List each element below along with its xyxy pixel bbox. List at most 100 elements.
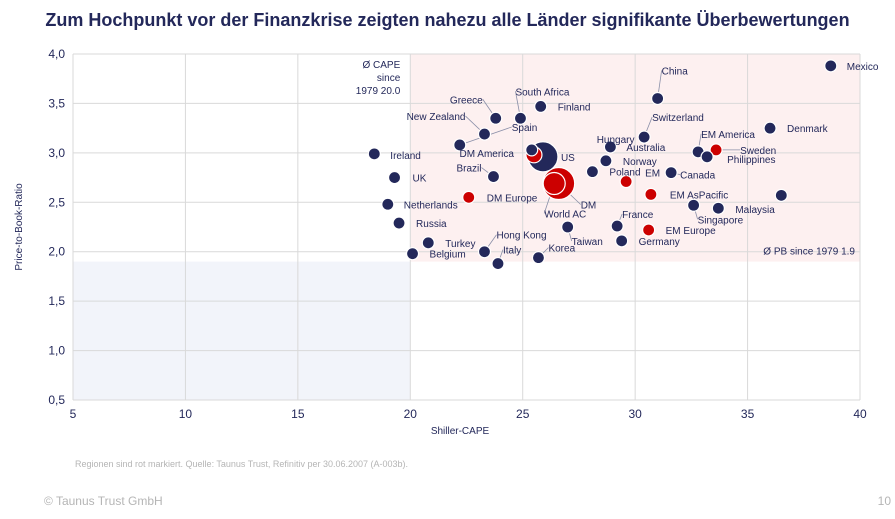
y-tick-label: 2,5: [48, 195, 65, 209]
x-tick-label: 35: [741, 407, 755, 421]
point-greece: [489, 111, 503, 125]
point-france: [610, 219, 624, 233]
point-label: Greece: [450, 95, 483, 106]
point-label: Spain: [512, 123, 538, 134]
y-tick-label: 0,5: [48, 393, 65, 407]
point-hungary: [525, 143, 539, 157]
x-axis-label: Shiller-CAPE: [431, 426, 490, 437]
point-uk: [387, 170, 402, 185]
y-tick-label: 3,5: [48, 96, 65, 110]
point-label: EM: [645, 169, 660, 180]
page-number: 10: [877, 494, 891, 508]
point-switzerland: [637, 130, 651, 144]
x-tick-label: 25: [516, 407, 530, 421]
point-label: World AC: [544, 210, 586, 221]
y-tick-label: 2,0: [48, 245, 65, 259]
point-label: Hungary: [597, 135, 635, 146]
y-tick-label: 4,0: [48, 47, 65, 61]
point-philippines: [700, 150, 714, 164]
point-label: Italy: [503, 246, 521, 257]
x-tick-label: 10: [179, 407, 193, 421]
point-em-aspacific: [644, 187, 658, 201]
point-netherlands: [381, 197, 395, 211]
page-title: Zum Hochpunkt vor der Finanzkrise zeigte…: [45, 10, 850, 30]
point-label: Germany: [639, 237, 680, 248]
point-label: Australia: [626, 143, 665, 154]
point-china: [651, 91, 665, 106]
y-tick-label: 1,5: [48, 294, 65, 308]
source-note: Regionen sind rot markiert. Quelle: Taun…: [75, 459, 409, 469]
point-label: France: [622, 210, 654, 221]
point-label: Singapore: [698, 215, 744, 226]
point-label: DM: [581, 201, 597, 212]
point-unlabeled: [774, 188, 788, 202]
x-tick-label: 30: [628, 407, 642, 421]
point-south-africa: [513, 111, 528, 125]
point-label: Belgium: [430, 250, 466, 261]
point-label: Hong Kong: [496, 231, 546, 242]
point-label: Poland: [609, 168, 640, 179]
point-brazil: [486, 169, 501, 184]
point-malaysia: [711, 201, 725, 215]
point-label: US: [561, 153, 575, 164]
point-poland: [585, 165, 600, 179]
copyright-footer: © Taunus Trust GmbH: [44, 494, 163, 508]
point-korea: [531, 251, 546, 265]
point-label: Denmark: [787, 124, 829, 135]
point-finland: [534, 99, 548, 113]
point-label: Mexico: [847, 62, 879, 73]
x-tick-label: 40: [853, 407, 867, 421]
point-dm-europe: [462, 190, 476, 204]
point-taiwan: [561, 220, 575, 234]
point-em: [619, 174, 633, 189]
point-world-ac: [542, 171, 566, 196]
point-label: Sweden: [740, 146, 776, 157]
point-australia: [603, 140, 618, 154]
point-spain: [453, 138, 467, 152]
point-label: Russia: [416, 219, 447, 230]
point-label: Turkey: [445, 239, 475, 250]
grid-lines: [72, 53, 861, 401]
y-axis-ticks: 0,5 1,0 1,5 2,0 2,5 3,0 3,5 4,0: [48, 47, 65, 407]
undervaluation-zone: [73, 261, 411, 400]
point-singapore: [687, 198, 701, 212]
cape-average-label: Ø CAPE since 1979 20.0: [356, 60, 401, 97]
point-label: Finland: [558, 102, 591, 113]
point-label: Brazil: [456, 164, 481, 175]
point-label: Taiwan: [572, 237, 603, 248]
point-label: Norway: [623, 157, 657, 168]
x-tick-label: 20: [404, 407, 418, 421]
point-label: Malaysia: [735, 205, 775, 216]
data-points: [367, 59, 838, 271]
point-label: DM America: [460, 149, 515, 160]
point-label: Netherlands: [404, 200, 458, 211]
x-tick-label: 5: [70, 407, 77, 421]
point-label: South Africa: [515, 87, 569, 98]
point-label: EM Europe: [666, 226, 716, 237]
point-turkey: [421, 236, 435, 250]
point-label: DM Europe: [487, 193, 538, 204]
point-label: New Zealand: [407, 112, 466, 123]
point-denmark: [763, 121, 777, 135]
point-label: Philippines: [727, 155, 775, 166]
y-axis-label: Price-to-Book-Ratio: [14, 183, 25, 271]
point-label: EM America: [701, 130, 755, 141]
point-belgium: [405, 247, 420, 261]
point-labels: Mexico China South Africa Finland Greece New …: [390, 62, 879, 261]
point-label: Switzerland: [652, 113, 704, 124]
point-hong-kong: [477, 245, 492, 259]
pb-average-label: Ø PB since 1979 1.9: [763, 247, 855, 258]
point-label: Ireland: [390, 151, 421, 162]
point-label: China: [662, 66, 689, 77]
point-em-europe: [642, 223, 656, 237]
point-label: EM AsPacific: [670, 190, 728, 201]
point-italy: [491, 256, 505, 271]
y-tick-label: 3,0: [48, 146, 65, 160]
x-tick-label: 15: [291, 407, 305, 421]
point-label: UK: [413, 174, 427, 185]
point-germany: [615, 234, 629, 248]
point-sweden: [709, 143, 723, 157]
x-axis-ticks: 5 10 15 20 25 30 35 40: [70, 407, 867, 421]
point-label: Korea: [548, 244, 575, 255]
